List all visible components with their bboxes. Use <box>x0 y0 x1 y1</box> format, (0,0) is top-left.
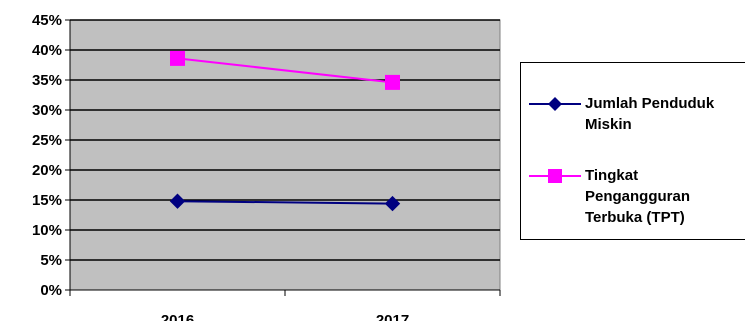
legend: Jumlah Penduduk Miskin Tingkat Penganggu… <box>520 62 745 240</box>
y-tick-label: 5% <box>40 252 62 269</box>
y-tick-label: 45% <box>32 12 62 29</box>
series-line-1 <box>177 57 393 84</box>
gridlines <box>70 19 500 261</box>
legend-label-jumlah-penduduk-miskin: Jumlah Penduduk Miskin <box>585 95 715 133</box>
y-tick-label: 0% <box>40 282 62 299</box>
y-tick-label: 25% <box>32 132 62 149</box>
y-tick-label: 35% <box>32 72 62 89</box>
data-point-square <box>385 74 400 90</box>
y-tick-label: 10% <box>32 222 62 239</box>
data-point-diamond <box>169 193 186 209</box>
series-layer <box>169 50 401 212</box>
y-tick-label: 20% <box>32 162 62 179</box>
x-tick-label-2017: 2017 <box>376 312 409 321</box>
data-point-square <box>170 50 185 66</box>
plot-area <box>69 19 501 291</box>
legend-key-diamond-icon <box>529 97 581 111</box>
y-tick-label: 40% <box>32 42 62 59</box>
data-point-diamond <box>384 195 401 212</box>
y-tick-label: 15% <box>32 192 62 209</box>
x-tick-label-2016: 2016 <box>161 312 194 321</box>
series-line-0 <box>177 200 393 205</box>
y-tick-label: 30% <box>32 102 62 119</box>
legend-key-square-icon <box>529 169 581 183</box>
y-axis-ticks: 0% 5% 10% 15% 20% 25% 30% 35% 40% 45% <box>32 12 70 299</box>
x-axis-ticks: 2016 2017 <box>69 290 501 321</box>
legend-label-tingkat-pengangguran-terbuka: Tingkat Pengangguran Terbuka (TPT) <box>585 167 691 226</box>
